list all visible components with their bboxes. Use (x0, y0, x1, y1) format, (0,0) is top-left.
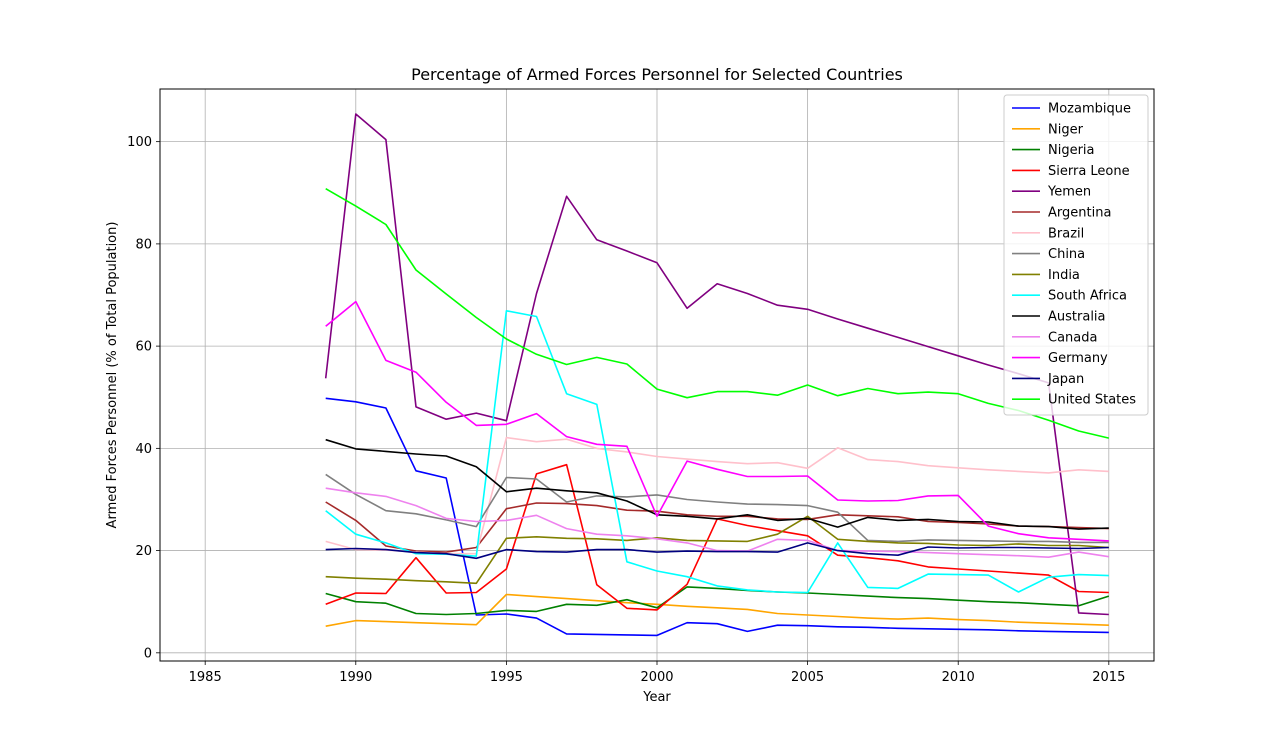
y-tick-label: 0 (144, 646, 152, 661)
series-lines (324, 113, 1110, 637)
series-line-australia (325, 438, 1109, 530)
legend-label-germany: Germany (1048, 351, 1108, 366)
series-line-united-states (325, 188, 1109, 439)
y-axis-label: Armed Forces Personnel (% of Total Popul… (105, 222, 120, 529)
legend-label-south-africa: South Africa (1048, 289, 1127, 304)
x-tick-label: 2015 (1092, 670, 1125, 685)
series-line-niger (325, 593, 1109, 627)
legend-label-canada: Canada (1048, 330, 1097, 345)
series-line-nigeria (325, 586, 1110, 616)
legend-label-japan: Japan (1047, 372, 1084, 387)
legend-label-yemen: Yemen (1047, 185, 1091, 200)
legend-box (1003, 94, 1149, 416)
legend-label-india: India (1048, 268, 1080, 283)
legend-label-nigeria: Nigeria (1048, 143, 1095, 158)
legend-label-niger: Niger (1048, 122, 1084, 137)
x-tick-label: 2000 (640, 670, 673, 685)
x-tick-label: 1990 (339, 670, 372, 685)
legend-label-mozambique: Mozambique (1048, 102, 1131, 117)
legend-label-australia: Australia (1048, 310, 1106, 325)
legend-label-brazil: Brazil (1048, 226, 1084, 241)
series-line-argentina (325, 501, 1109, 553)
y-tick-label: 60 (135, 340, 152, 355)
legend-label-argentina: Argentina (1048, 206, 1111, 221)
grid (160, 89, 1154, 661)
y-tick-label: 100 (127, 135, 152, 150)
x-axis-ticks: 1985 1990 1995 2000 2005 2010 2015 (189, 661, 1125, 685)
y-axis-ticks: 0 20 40 60 80 100 (127, 135, 160, 661)
x-axis-label: Year (642, 690, 671, 705)
y-tick-label: 80 (135, 237, 152, 252)
series-line-china (325, 473, 1109, 544)
x-tick-label: 1995 (490, 670, 523, 685)
y-tick-label: 20 (135, 544, 152, 559)
chart-title: Percentage of Armed Forces Personnel for… (411, 65, 903, 84)
series-line-india (325, 515, 1109, 585)
series-line-germany (325, 300, 1109, 542)
legend-label-sierra-leone: Sierra Leone (1048, 164, 1130, 179)
series-line-yemen (324, 113, 1109, 616)
x-tick-label: 2005 (791, 670, 824, 685)
series-line-mozambique (325, 397, 1109, 637)
series-line-japan (325, 542, 1109, 560)
x-tick-label: 1985 (189, 670, 222, 685)
legend-label-united-states: United States (1048, 393, 1136, 408)
series-line-brazil (325, 436, 1109, 555)
legend-label-china: China (1048, 247, 1085, 262)
legend: Mozambique Niger Nigeria Sierra Leone Yemen A… (1003, 94, 1149, 416)
series-line-canada (325, 487, 1109, 559)
y-tick-label: 40 (135, 442, 152, 457)
x-tick-label: 2010 (942, 670, 975, 685)
